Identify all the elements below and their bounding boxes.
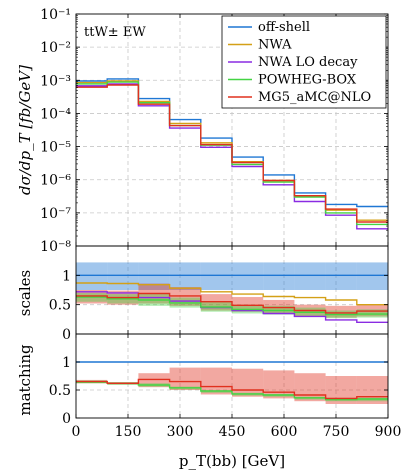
scales-band-0-bin-5 [232,262,264,290]
legend-label-4: MG5_aMC@NLO [258,90,371,105]
legend: off-shell NWA NWA LO decay POWHEG-BOX MG5_aM… [221,15,387,109]
scales-band-0-bin-4 [200,262,232,290]
main-ytick-label-0: 10⁻⁸ [40,239,71,255]
x-axis-label: p_T(bb) [GeV] [179,452,285,470]
x-tick-label-1: 150 [115,424,142,440]
main-ytick-label-6: 10⁻² [40,40,71,56]
scales-band-1-bin-8 [325,305,357,318]
matching-series-mg5-amc-nlo [76,378,388,400]
scales-band-1-bin-5 [232,297,264,312]
scales-series-powheg-box [76,296,388,316]
main-panel: 10⁻⁸ 10⁻⁷ 10⁻⁶ 10⁻⁵ 10⁻⁴ 10⁻³ 10⁻² 10⁻¹ [40,7,389,255]
main-ytick-label-5: 10⁻³ [40,73,71,89]
legend-label-1: NWA [258,38,292,53]
scales-band-0-bin-8 [325,262,357,290]
x-tick-label-6: 900 [375,424,402,440]
scales-band-0-bin-6 [263,262,295,290]
legend-label-2: NWA LO decay [258,55,358,70]
main-ytick-label-2: 10⁻⁶ [40,173,71,189]
x-tick-label-0: 0 [72,424,81,440]
matching-band-0-bin-2 [138,373,170,388]
matching-band-0-bin-5 [232,368,264,397]
matching-ylabel: matching [16,344,34,416]
matching-band-0-bin-6 [263,370,295,399]
scales-band-0-bin-2 [138,262,170,290]
matching-ytick-label-1: 0.5 [49,383,71,399]
scales-band-0-bin-3 [169,262,201,290]
scales-series-mg5-amc-nlo [76,292,388,314]
matching-ytick-label-0: 0 [62,411,71,427]
main-ytick-label-4: 10⁻⁴ [40,106,71,122]
main-ytick-label-1: 10⁻⁷ [40,206,71,222]
scales-series-nwa [76,282,388,306]
matching-band-0-bin-3 [169,367,201,390]
matching-band-0-bin-7 [294,373,326,402]
scales-ylabel: scales [16,270,34,316]
main-ylabel: dσ/dp_T [fb/GeV] [16,65,34,195]
scales-band-0-bin-7 [294,262,326,290]
x-tick-label-3: 450 [219,424,246,440]
scales-band-0-bin-9 [356,262,388,290]
x-tick-label-4: 600 [271,424,298,440]
scales-ytick-label-2: 1 [62,268,71,284]
matching-panel: 00.51 [49,333,389,427]
legend-items: off-shell NWA NWA LO decay POWHEG-BOX MG5_aM… [228,20,371,105]
scales-band-0-bin-1 [107,262,139,290]
matching-ytick-label-2: 1 [62,355,71,371]
x-tick-label-5: 750 [323,424,350,440]
scales-band-0-bin-0 [76,262,108,290]
main-series-mg5-amc-nlo [76,84,388,223]
process-annotation: ttW± EW [84,25,146,40]
legend-label-0: off-shell [258,20,310,35]
matching-band-0-bin-4 [200,367,232,395]
panels-layer: 10⁻⁸10⁻⁷10⁻⁶10⁻⁵10⁻⁴10⁻³10⁻²10⁻¹00.5100.… [40,7,401,440]
main-ytick-label-7: 10⁻¹ [40,7,71,23]
x-tick-label-2: 300 [167,424,194,440]
legend-label-3: POWHEG-BOX [258,73,357,88]
scales-panel: 00.51 [49,245,389,343]
scales-ytick-label-1: 0.5 [49,298,71,314]
main-ytick-label-3: 10⁻⁵ [40,140,71,156]
scales-ytick-label-0: 0 [62,327,71,343]
